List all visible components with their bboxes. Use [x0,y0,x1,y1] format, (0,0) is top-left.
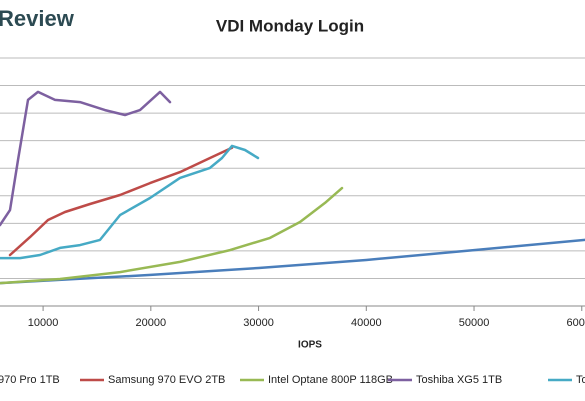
series-line [0,144,260,260]
x-tick-label: 30000 [243,317,274,329]
series-line [0,238,585,285]
series-line [8,146,234,257]
legend-label: Samsung 970 EVO 2TB [108,374,225,386]
x-tick-label: 40000 [351,317,382,329]
x-tick-label: 10000 [28,317,59,329]
legend-label: 970 Pro 1TB [0,374,60,386]
series-line [0,90,172,227]
chart-title: VDI Monday Login [216,16,364,35]
legend-label: To [576,374,585,386]
legend-label: Toshiba XG5 1TB [416,374,502,386]
x-tick-label: 50000 [459,317,490,329]
x-tick-label: 60000 [566,317,585,329]
legend-label: Intel Optane 800P 118GB [268,374,393,386]
x-axis-label: IOPS [298,340,322,351]
x-tick-label: 20000 [136,317,167,329]
series-line [0,186,344,285]
logo: Review [0,6,75,31]
